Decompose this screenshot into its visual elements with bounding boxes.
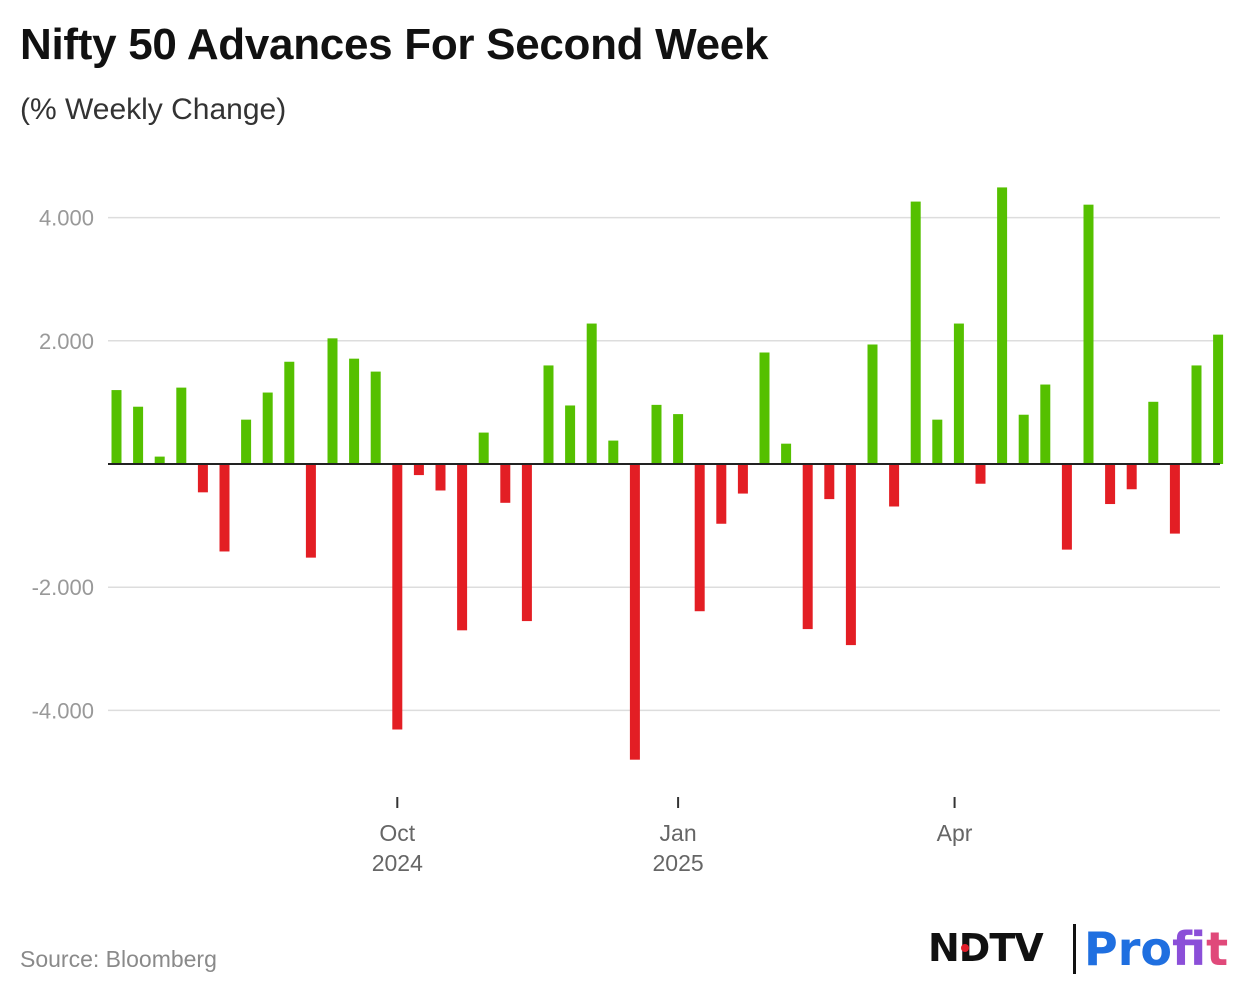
bar: [997, 187, 1008, 464]
bar: [1018, 414, 1029, 464]
bar: [1083, 204, 1094, 464]
x-tick-label: Oct: [379, 820, 415, 846]
bar: [694, 464, 705, 612]
bar-chart: 4.000 2.000 -2.000 -4.000 Oct 2024 Jan 2025 Apr: [32, 187, 1224, 876]
logo-profit-text: Profit: [1084, 922, 1229, 976]
bar: [111, 390, 122, 464]
x-tick-label: Jan: [660, 820, 697, 846]
y-tick-label: -4.000: [32, 698, 94, 723]
bar: [392, 464, 403, 730]
bar: [543, 365, 554, 464]
x-tick-label: Apr: [937, 820, 973, 846]
source-note: Source: Bloomberg: [20, 946, 217, 972]
bar: [932, 419, 943, 464]
bar: [1040, 384, 1051, 464]
bar: [1213, 334, 1224, 464]
bar: [284, 361, 295, 464]
bar: [349, 358, 360, 464]
bar: [737, 464, 748, 494]
bar: [370, 371, 381, 464]
bar: [586, 323, 597, 464]
bar: [1191, 365, 1202, 464]
bar: [219, 464, 230, 552]
logo-red-dot: [961, 944, 969, 952]
bar: [457, 464, 468, 631]
bar: [824, 464, 835, 500]
bar: [1126, 464, 1137, 490]
bar: [673, 414, 684, 464]
bar: [305, 464, 316, 558]
bar: [1148, 401, 1159, 464]
bar: [1061, 464, 1072, 550]
axes: 4.000 2.000 -2.000 -4.000 Oct 2024 Jan 2025 Apr: [32, 206, 1220, 876]
bar: [953, 323, 964, 464]
gridlines: [108, 216, 1220, 712]
chart-subtitle: (% Weekly Change): [20, 93, 287, 126]
bar: [716, 464, 727, 524]
ndtv-profit-logo: NDTV Profit: [928, 922, 1228, 978]
bar: [608, 440, 619, 464]
bar: [133, 406, 144, 464]
bar: [802, 464, 813, 630]
bar: [262, 392, 273, 464]
bar: [845, 464, 856, 646]
chart-title: Nifty 50 Advances For Second Week: [20, 20, 769, 69]
bar: [241, 419, 252, 464]
bar: [651, 404, 662, 464]
bar: [197, 464, 208, 493]
bar: [154, 456, 165, 464]
bar: [478, 432, 489, 464]
y-tick-label: 4.000: [39, 206, 94, 231]
bar: [413, 464, 424, 476]
bar: [867, 344, 878, 464]
bars: [111, 187, 1224, 760]
bar: [176, 387, 187, 464]
bar: [629, 464, 640, 760]
bar: [889, 464, 900, 507]
bar: [327, 338, 338, 464]
y-tick-label: 2.000: [39, 329, 94, 354]
bar: [781, 443, 792, 464]
x-tick-sublabel: 2025: [653, 850, 704, 876]
bar: [435, 464, 446, 491]
x-tick-sublabel: 2024: [372, 850, 423, 876]
logo-ndtv-text: NDTV: [928, 926, 1044, 970]
bar: [1105, 464, 1116, 505]
bar: [759, 352, 770, 464]
bar: [1169, 464, 1180, 534]
bar: [521, 464, 532, 622]
y-tick-label: -2.000: [32, 575, 94, 600]
bar: [910, 201, 921, 465]
bar: [500, 464, 511, 503]
logo-divider: [1073, 924, 1076, 974]
bar: [975, 464, 986, 484]
bar: [565, 405, 576, 464]
